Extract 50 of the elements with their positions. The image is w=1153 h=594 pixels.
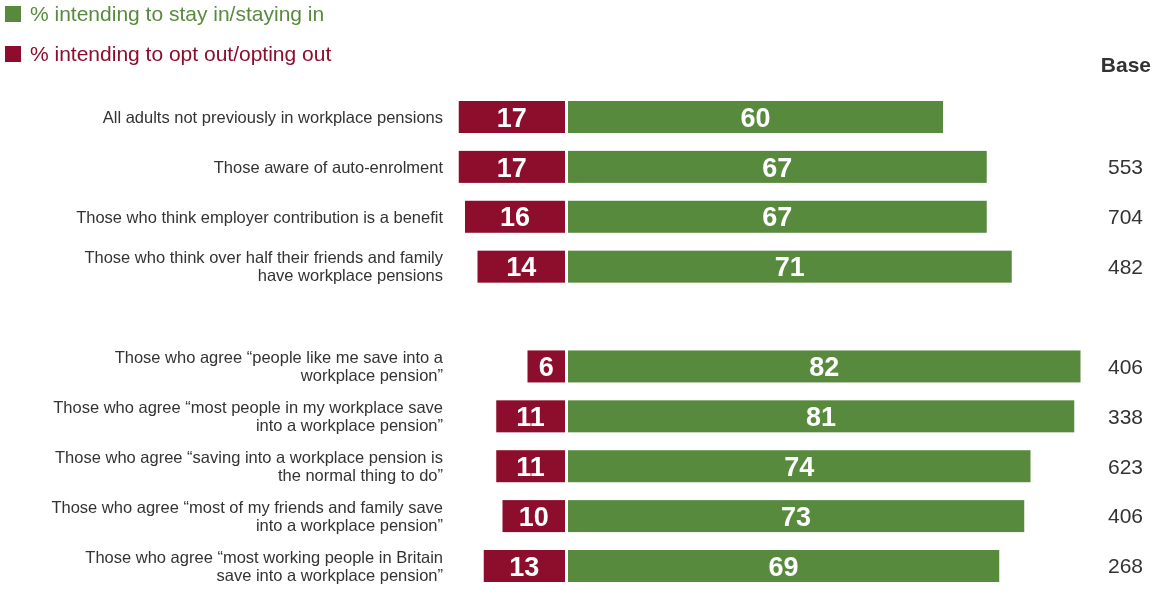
- text: 482: [1107, 255, 1143, 279]
- text: 553: [1107, 155, 1143, 179]
- legend-label: % intending to opt out/opting out: [30, 42, 332, 66]
- data-label: 73: [781, 501, 812, 532]
- y-tick-label: Those who agree “most people in my workplace save into a workplace pension”: [53, 398, 443, 435]
- data-label: 67: [762, 202, 793, 233]
- data-label: 67: [762, 152, 793, 183]
- data-label: 17: [496, 102, 527, 133]
- y-tick-label: Those who agree “most working people in Britain save into a workplace pension”: [85, 547, 443, 584]
- data-label: 69: [768, 551, 799, 582]
- data-label: 82: [809, 352, 840, 383]
- text: 406: [1107, 504, 1143, 528]
- bar: [568, 500, 1025, 533]
- data-label: 16: [499, 202, 531, 233]
- bar: [465, 200, 565, 233]
- bar: [568, 150, 987, 183]
- y-tick-label: Those who agree “most of my friends and family save into a workplace pension”: [51, 497, 443, 534]
- data-label: 11: [516, 451, 545, 482]
- bar: [568, 101, 943, 133]
- bar: [568, 200, 987, 233]
- data-label: 13: [509, 551, 540, 582]
- bar: [568, 400, 1075, 433]
- y-tick-label: Those aware of auto-enrolment: [213, 157, 444, 176]
- data-label: 10: [518, 501, 549, 532]
- bar: [568, 550, 1000, 582]
- text: 704: [1107, 205, 1144, 229]
- data-label: 74: [784, 451, 815, 482]
- y-tick-label: Those who agree “people like me save into a workplace pension”: [114, 348, 444, 385]
- data-label: 81: [806, 402, 837, 433]
- y-tick-label: Those who think employer contribution is a benefit: [76, 207, 444, 226]
- data-label: 14: [506, 252, 537, 283]
- text: 268: [1107, 554, 1143, 578]
- y-tick-label: Those who agree “saving into a workplace pension is the normal thing to do”: [55, 448, 443, 484]
- y-tick-label: Those who think over half their friends and family have workplace pensions: [84, 248, 444, 285]
- data-label: 6: [538, 352, 554, 383]
- text: 623: [1107, 454, 1143, 478]
- text: 406: [1107, 354, 1143, 378]
- bar: [568, 350, 1081, 383]
- legend-label: % intending to stay in/staying in: [30, 2, 325, 26]
- data-label: 60: [740, 102, 771, 133]
- data-label: 71: [774, 252, 805, 283]
- bar: [458, 101, 565, 133]
- bar: [458, 150, 565, 183]
- data-label: 17: [496, 152, 527, 183]
- data-label: 11: [516, 402, 545, 433]
- text: 338: [1107, 404, 1143, 428]
- bar: [568, 450, 1031, 483]
- y-tick-label: All adults not previously in workplace pensions: [102, 107, 443, 126]
- text: Base: [1100, 53, 1151, 77]
- bar: [568, 250, 1012, 283]
